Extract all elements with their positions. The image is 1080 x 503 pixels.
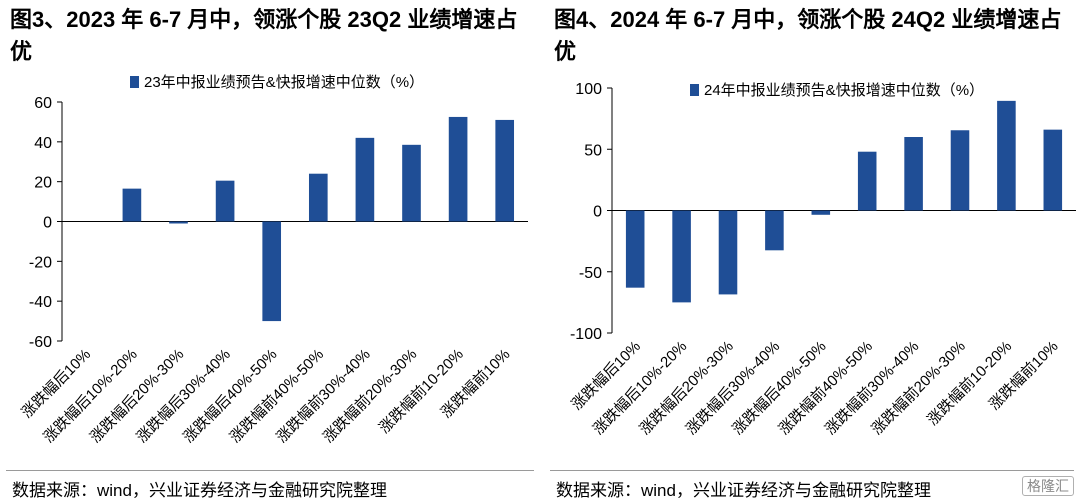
bar — [308, 173, 328, 222]
footer-divider — [6, 470, 534, 471]
source-note: 数据来源：wind，兴业证券经济与金融研究院整理 — [12, 481, 387, 500]
watermark-logo: 格隆汇 — [1022, 476, 1074, 496]
bar-chart-2023: -60-40-200204060涨跌幅后10%涨跌幅后10%-20%涨跌幅后20… — [18, 74, 528, 446]
bar — [997, 100, 1016, 211]
y-tick-label: 100 — [575, 81, 602, 98]
bar — [262, 221, 282, 322]
bar — [448, 116, 468, 222]
legend-swatch — [690, 84, 699, 96]
legend-label: 23年中报业绩预告&快报增速中位数（%） — [144, 74, 424, 91]
chart-panel-2023: 图3、2023 年 6-7 月中，领涨个股 23Q2 业绩增速占优 -60 -40… — [6, 7, 534, 500]
y-tick-label: -50 — [579, 265, 602, 282]
bar — [402, 144, 421, 222]
y-tick-label: 0 — [43, 215, 52, 232]
bar — [495, 119, 515, 222]
bar — [672, 210, 691, 303]
bar — [169, 221, 188, 224]
figure-title: 图3、2023 年 6-7 月中，领涨个股 23Q2 业绩增速占优 — [10, 7, 518, 64]
bar — [355, 137, 375, 222]
y-tick-label: 50 — [584, 142, 602, 159]
bar — [811, 210, 831, 215]
y-tick-label: -60 — [29, 334, 52, 351]
bar — [718, 210, 738, 295]
source-note: 数据来源：wind，兴业证券经济与金融研究院整理 — [556, 481, 931, 500]
bar — [625, 210, 645, 288]
bar — [765, 210, 784, 251]
y-tick-label: 20 — [34, 175, 52, 192]
legend-label: 24年中报业绩预告&快报增速中位数（%） — [704, 82, 984, 99]
x-category-label: 涨跌幅前10-20% — [924, 338, 1015, 429]
y-tick-label: -40 — [29, 294, 52, 311]
y-tick-label: 0 — [593, 204, 602, 221]
bar — [1043, 129, 1063, 211]
footer-divider — [550, 470, 1074, 471]
figure-title: 图4、2024 年 6-7 月中，领涨个股 24Q2 业绩增速占优 — [554, 7, 1062, 64]
legend-swatch — [130, 76, 139, 88]
bar — [904, 137, 923, 211]
bar — [857, 151, 877, 211]
y-tick-label: -100 — [570, 326, 602, 343]
bar — [950, 130, 970, 211]
y-tick-label: -20 — [29, 254, 52, 271]
chart-panel-2024: 图4、2024 年 6-7 月中，领涨个股 24Q2 业绩增速占优 -100 -5… — [544, 0, 1080, 503]
bar — [215, 180, 235, 222]
bar-chart-2024: -100-50050100涨跌幅后10%涨跌幅后10%-20%涨跌幅后20%-3… — [568, 81, 1076, 438]
y-tick-label: 40 — [34, 135, 52, 152]
x-category-label: 涨跌幅前10-20% — [376, 346, 467, 437]
y-tick-label: 60 — [34, 95, 52, 112]
bar — [122, 188, 142, 222]
